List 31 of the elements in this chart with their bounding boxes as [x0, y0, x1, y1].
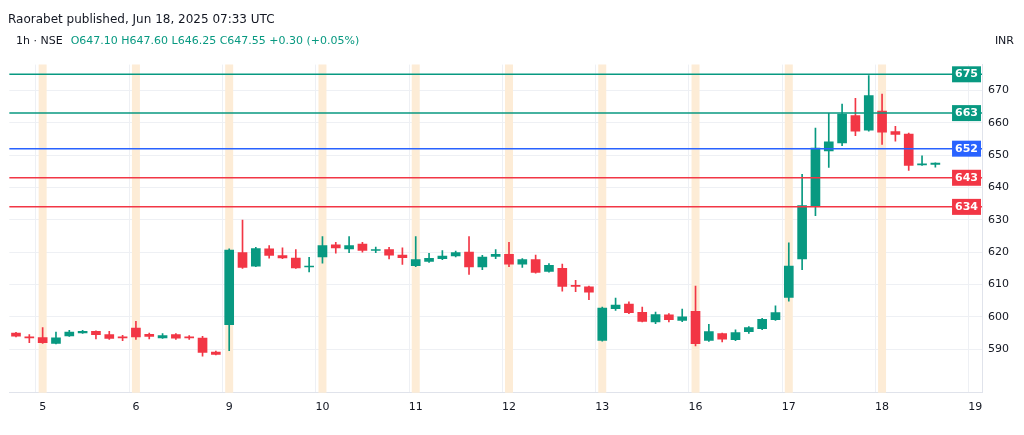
x-tick-label: 10: [315, 400, 330, 414]
candlestick: [410, 236, 421, 268]
y-tick-label: 610: [988, 277, 1009, 291]
x-tick-label: 19: [968, 400, 983, 414]
x-tick-label: 12: [501, 400, 516, 414]
chart-title: 1h · NSE: [16, 33, 63, 49]
y-tick-label: 630: [988, 212, 1009, 226]
x-tick-label: 16: [688, 400, 703, 414]
y-tick-label: 640: [988, 180, 1009, 194]
x-tick-label: 9: [225, 400, 233, 414]
ref-line-label: 652: [955, 141, 979, 155]
y-axis-title: INR: [994, 33, 1014, 49]
ref-line-label: 675: [955, 67, 979, 81]
y-tick-label: 660: [988, 115, 1009, 129]
x-tick-label: 17: [781, 400, 796, 414]
x-tick-label: 6: [132, 400, 140, 414]
x-tick-label: 11: [408, 400, 423, 414]
chart-subtitle: O647.10 H647.60 L646.25 C647.55 +0.30 (+0.05%): [70, 33, 360, 49]
candlestick: [344, 236, 354, 254]
x-tick-label: 13: [595, 400, 610, 414]
x-tick-label: 5: [39, 400, 47, 414]
text: Raorabet published, Jun 18, 2025 07:33 UTC: [8, 12, 275, 26]
ref-line-label: 634: [955, 199, 979, 213]
ref-line-label: 663: [955, 105, 979, 119]
y-tick-label: 590: [988, 342, 1009, 356]
y-tick-label: 670: [988, 83, 1009, 97]
y-tick-label: 650: [988, 148, 1009, 161]
y-tick-label: 600: [988, 309, 1009, 323]
y-tick-label: 620: [988, 245, 1009, 258]
ref-line-label: 643: [955, 170, 979, 184]
x-tick-label: 18: [875, 400, 890, 414]
